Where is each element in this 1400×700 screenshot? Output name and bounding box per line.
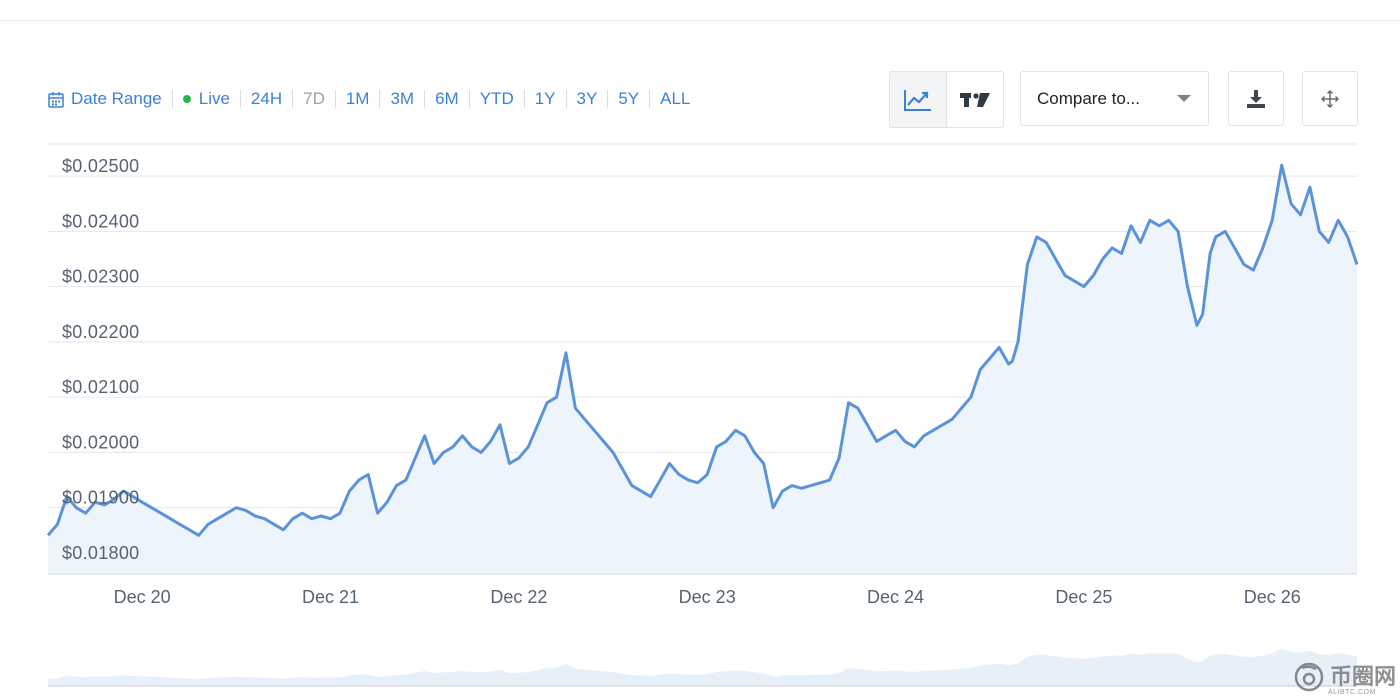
range-button-ytd[interactable]: YTD bbox=[479, 89, 514, 108]
watermark-subtext: ALIBTC.COM bbox=[1328, 689, 1376, 696]
y-tick-label: $0.02100 bbox=[62, 377, 139, 397]
date-range-button[interactable]: Date Range bbox=[48, 89, 172, 109]
x-tick-label: Dec 22 bbox=[490, 587, 547, 607]
watermark-icon bbox=[1294, 662, 1324, 692]
y-axis-ticks: $0.01800 $0.01900 $0.02000 $0.02100 $0.02200… bbox=[62, 156, 139, 563]
tradingview-button[interactable] bbox=[947, 72, 1003, 127]
toolbar-separator bbox=[424, 90, 426, 108]
download-button[interactable] bbox=[1228, 71, 1284, 126]
y-tick-label: $0.02000 bbox=[62, 432, 139, 452]
range-button-6m[interactable]: 6M bbox=[435, 89, 459, 108]
range-button-1m[interactable]: 1M bbox=[345, 89, 370, 108]
toolbar-separator bbox=[379, 90, 381, 108]
line-chart-icon bbox=[904, 89, 931, 111]
price-chart-svg: $0.01800 $0.01900 $0.02000 $0.02100 $0.02200… bbox=[46, 143, 1359, 687]
x-tick-label: Dec 26 bbox=[1244, 587, 1301, 607]
live-label: Live bbox=[198, 89, 230, 108]
toolbar-separator bbox=[292, 90, 294, 108]
range-button-24h[interactable]: 24H bbox=[250, 89, 283, 108]
line-chart-button[interactable] bbox=[890, 72, 947, 127]
price-area-fill bbox=[48, 165, 1357, 574]
toolbar-separator bbox=[649, 90, 651, 108]
toolbar-separator bbox=[171, 90, 173, 108]
range-button-1y[interactable]: 1Y bbox=[534, 89, 556, 108]
watermark-text: 币圈网 bbox=[1330, 664, 1397, 689]
toolbar-separator bbox=[334, 90, 336, 108]
live-indicator-dot bbox=[182, 95, 191, 103]
tradingview-icon bbox=[960, 92, 990, 107]
navigator-area bbox=[48, 648, 1357, 686]
x-tick-label: Dec 20 bbox=[114, 587, 171, 607]
range-button-3m[interactable]: 3M bbox=[390, 89, 415, 108]
toolbar-separator bbox=[565, 90, 567, 108]
y-tick-label: $0.02500 bbox=[62, 156, 139, 176]
download-icon bbox=[1247, 89, 1265, 108]
calendar-icon bbox=[48, 91, 64, 108]
toolbar-separator bbox=[523, 90, 525, 108]
date-range-label: Date Range bbox=[71, 89, 162, 108]
chevron-down-icon bbox=[1177, 94, 1191, 102]
price-chart: $0.01800 $0.01900 $0.02000 $0.02100 $0.02200… bbox=[0, 140, 1400, 700]
x-tick-label: Dec 24 bbox=[867, 587, 924, 607]
x-tick-label: Dec 25 bbox=[1055, 587, 1112, 607]
y-tick-label: $0.01900 bbox=[62, 488, 139, 508]
watermark-logo: 币圈网 ALIBTC.COM bbox=[1294, 662, 1397, 696]
toolbar-separator bbox=[607, 90, 609, 108]
range-button-7d[interactable]: 7D bbox=[303, 89, 325, 108]
live-button[interactable]: Live bbox=[173, 89, 240, 109]
x-tick-label: Dec 23 bbox=[679, 587, 736, 607]
range-button-all[interactable]: ALL bbox=[660, 89, 691, 108]
price-line bbox=[46, 163, 1359, 537]
move-icon bbox=[1321, 89, 1339, 108]
x-tick-label: Dec 21 bbox=[302, 587, 359, 607]
compare-placeholder: Compare to... bbox=[1037, 88, 1140, 108]
compare-dropdown[interactable]: Compare to... bbox=[1020, 71, 1209, 126]
range-button-3y[interactable]: 3Y bbox=[576, 89, 598, 108]
toolbar-separator bbox=[468, 90, 470, 108]
y-tick-label: $0.02400 bbox=[62, 211, 139, 231]
y-tick-label: $0.02200 bbox=[62, 322, 139, 342]
y-tick-label: $0.01800 bbox=[62, 543, 139, 563]
top-divider bbox=[0, 20, 1400, 21]
toolbar-separator bbox=[239, 90, 241, 108]
x-axis-ticks: Dec 20 Dec 21 Dec 22 Dec 23 Dec 24 Dec 25 Dec … bbox=[114, 587, 1301, 607]
y-tick-label: $0.02300 bbox=[62, 267, 139, 287]
fullscreen-button[interactable] bbox=[1302, 71, 1358, 126]
chart-type-toggle bbox=[889, 71, 1004, 128]
range-toolbar: Date Range Live 24H 7D 1M 3M 6M YTD 1Y 3… bbox=[48, 86, 700, 112]
range-button-5y[interactable]: 5Y bbox=[618, 89, 640, 108]
